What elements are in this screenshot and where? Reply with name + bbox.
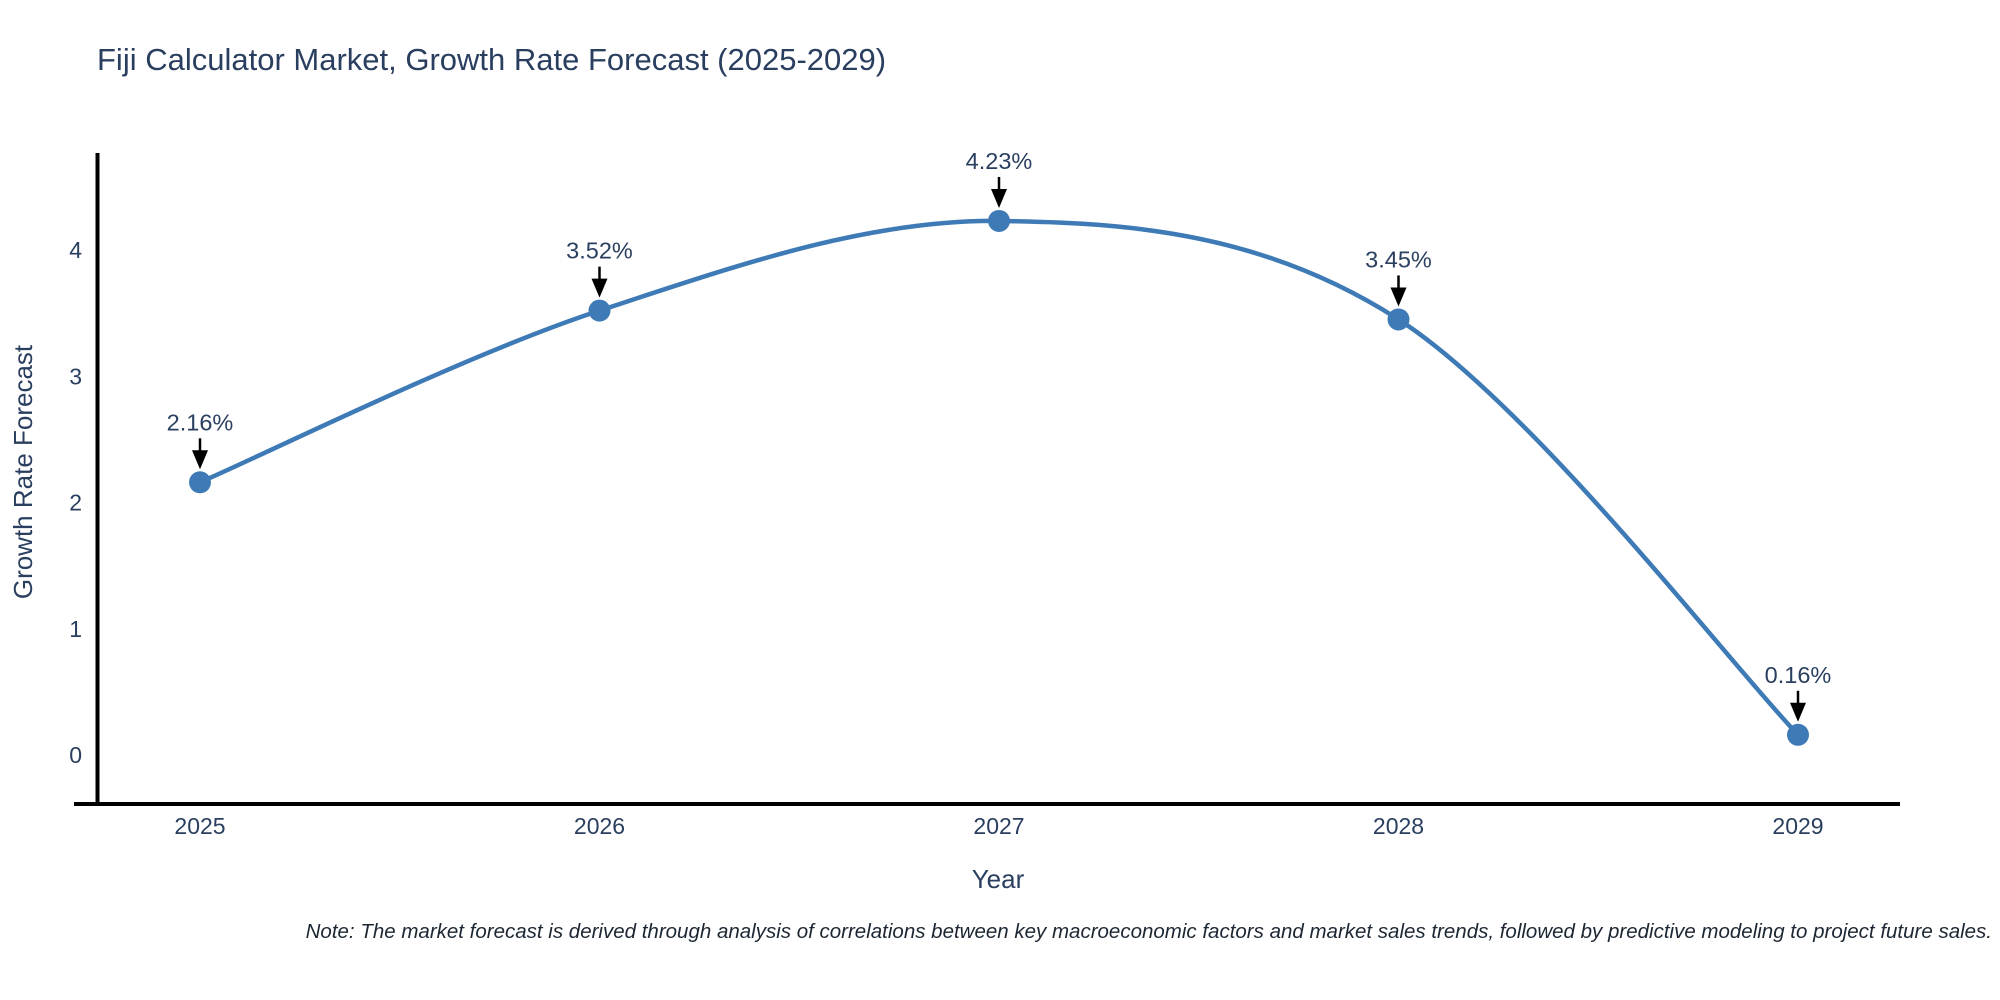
footnote: Note: The market forecast is derived thr… bbox=[306, 920, 1992, 943]
annotation-arrow-head-icon bbox=[1790, 702, 1806, 722]
annotation-value-label: 2.16% bbox=[167, 409, 234, 435]
x-tick-label: 2028 bbox=[1373, 813, 1424, 839]
annotation-value-label: 3.52% bbox=[566, 238, 633, 264]
annotation-value-label: 4.23% bbox=[966, 148, 1033, 174]
data-point-marker bbox=[189, 471, 211, 494]
growth-rate-series bbox=[189, 209, 1809, 746]
y-tick-label: 3 bbox=[69, 363, 82, 389]
data-point-marker bbox=[1387, 308, 1410, 331]
data-point-annotations: 2.16% 3.52% 4.23% 3.45% 0.16% bbox=[167, 148, 1832, 722]
x-axis-title: Year bbox=[972, 864, 1025, 894]
data-point-marker bbox=[1787, 723, 1809, 746]
x-tick-label: 2026 bbox=[574, 813, 625, 839]
chart-title: Fiji Calculator Market, Growth Rate Fore… bbox=[97, 42, 886, 77]
annotation-arrow-head-icon bbox=[591, 278, 608, 298]
annotation-arrow-head-icon bbox=[192, 450, 208, 470]
y-tick-label: 1 bbox=[69, 616, 82, 642]
y-axis-title: Growth Rate Forecast bbox=[8, 344, 38, 599]
y-axis-tick-labels: 0 1 2 3 4 bbox=[69, 237, 82, 768]
x-tick-label: 2027 bbox=[973, 813, 1024, 839]
annotation-arrow-head-icon bbox=[1390, 287, 1407, 307]
x-axis-tick-labels: 2025 2026 2027 2028 2029 bbox=[174, 813, 1823, 839]
x-tick-label: 2029 bbox=[1772, 813, 1823, 839]
annotation-value-label: 0.16% bbox=[1765, 662, 1832, 688]
series-line bbox=[197, 218, 1801, 738]
annotation-arrow-head-icon bbox=[991, 188, 1007, 208]
x-tick-label: 2025 bbox=[174, 813, 225, 839]
y-tick-label: 0 bbox=[69, 742, 82, 768]
y-tick-label: 4 bbox=[69, 237, 82, 263]
annotation-value-label: 3.45% bbox=[1365, 246, 1432, 272]
data-point-marker bbox=[988, 209, 1010, 232]
y-tick-label: 2 bbox=[69, 490, 82, 516]
data-point-marker bbox=[588, 299, 611, 322]
